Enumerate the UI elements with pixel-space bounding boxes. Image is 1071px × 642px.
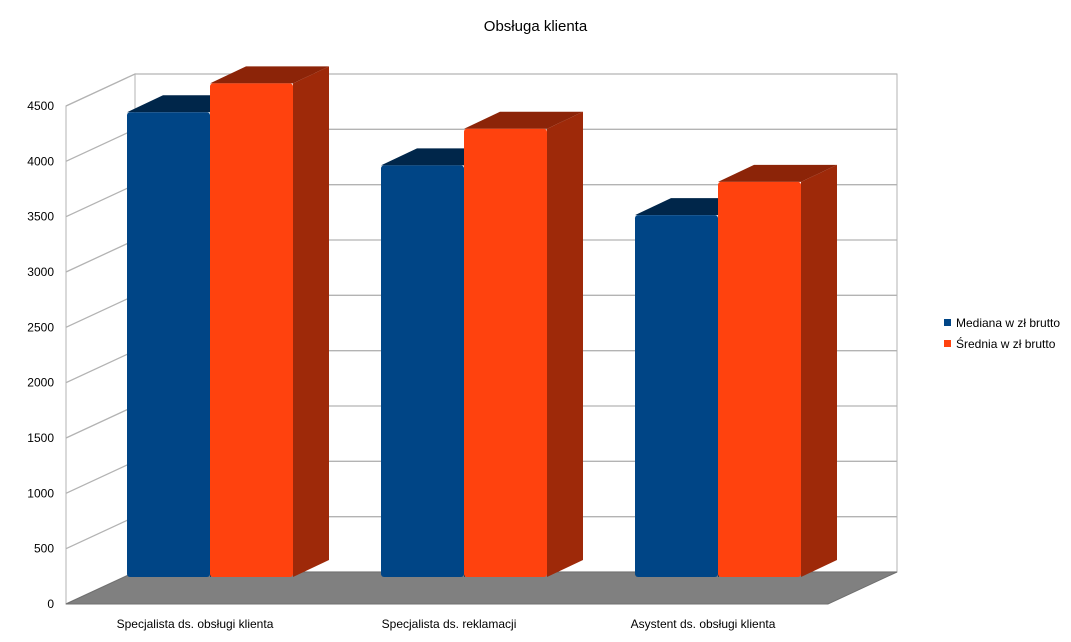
legend-item-mediana: Mediana w zł brutto	[944, 312, 1060, 333]
legend-label-srednia: Średnia w zł brutto	[956, 336, 1056, 351]
bar-top	[464, 111, 583, 129]
x-tick-label: Specjalista ds. obsługi klienta	[117, 617, 274, 631]
bar-side	[801, 164, 837, 578]
y-tick-label: 1000	[27, 486, 54, 500]
legend-swatch-srednia	[944, 340, 951, 347]
y-tick-label: 1500	[27, 431, 54, 445]
bar-mediana	[127, 112, 210, 577]
legend-label-mediana: Mediana w zł brutto	[956, 315, 1061, 330]
y-tick-label: 2000	[27, 376, 54, 390]
bar-top	[210, 66, 329, 84]
y-tick-label: 3500	[27, 210, 54, 224]
bar-srednia	[210, 83, 293, 577]
chart-title: Obsługa klienta	[483, 18, 588, 35]
legend-swatch-mediana	[944, 319, 951, 326]
y-tick-label: 4500	[27, 99, 54, 113]
y-tick-label: 3000	[27, 265, 54, 279]
side-wall	[65, 73, 136, 605]
bar-top	[718, 164, 837, 182]
bar-srednia	[718, 181, 801, 578]
y-tick-label: 500	[34, 542, 54, 556]
bar-srednia	[464, 128, 547, 578]
legend-item-srednia: Średnia w zł brutto	[944, 333, 1060, 354]
y-tick-label: 0	[47, 597, 54, 611]
legend: Mediana w zł brutto Średnia w zł brutto	[944, 312, 1060, 354]
gridline	[65, 73, 897, 107]
x-tick-label: Asystent ds. obsługi klienta	[631, 617, 776, 631]
bar-mediana	[381, 165, 464, 577]
y-tick-label: 4000	[27, 154, 54, 168]
floor	[65, 571, 898, 605]
bar-side	[547, 111, 583, 578]
x-tick-label: Specjalista ds. reklamacji	[382, 617, 517, 631]
bar-mediana	[635, 215, 718, 577]
y-tick-label: 2500	[27, 320, 54, 334]
bar-side	[293, 66, 329, 577]
